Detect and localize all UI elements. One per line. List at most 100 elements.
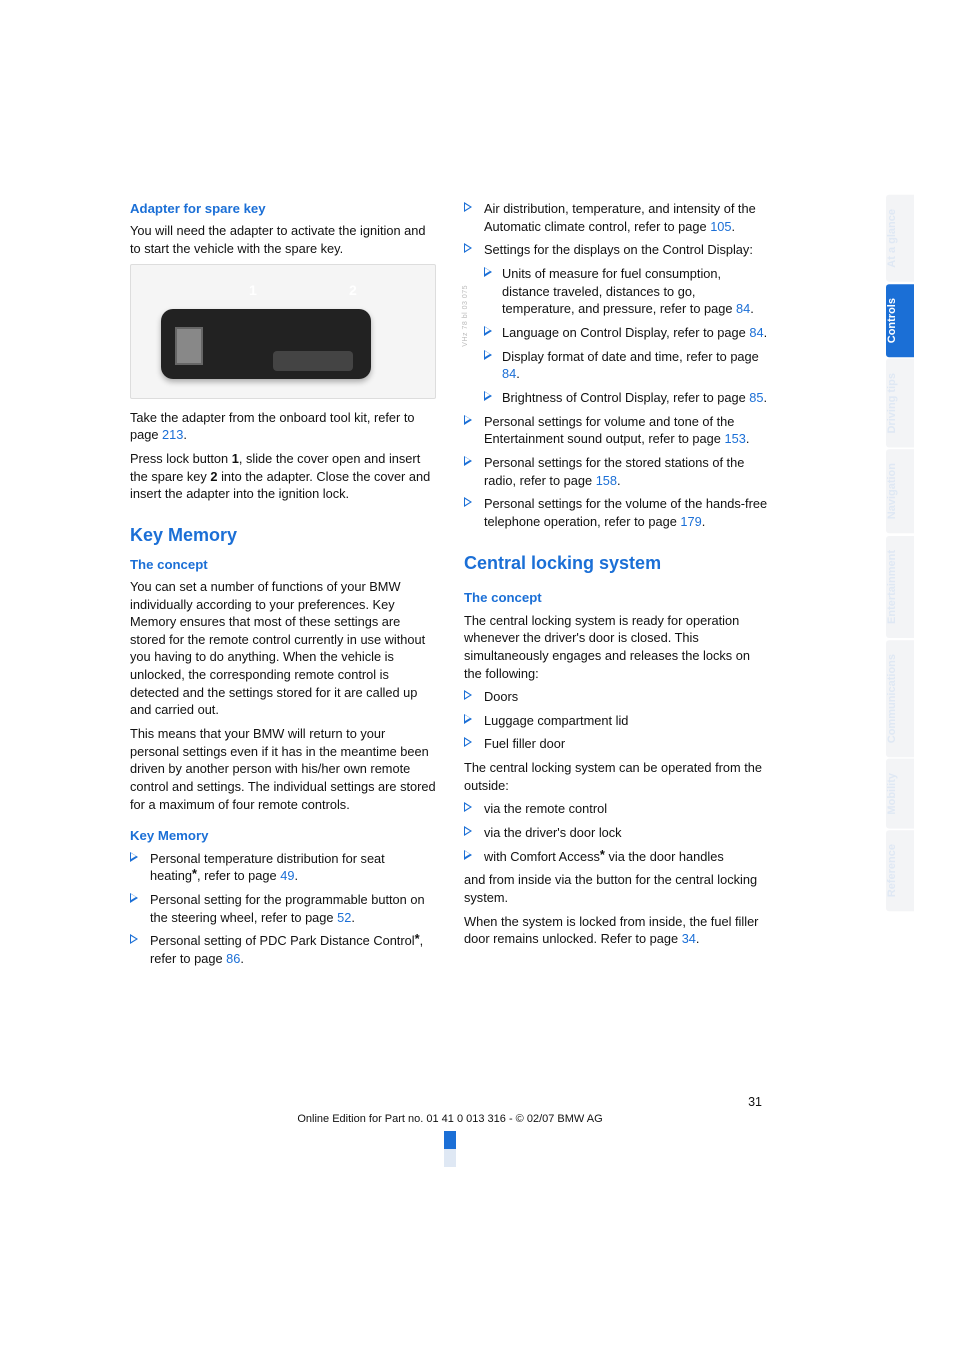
page-footer: 31 Online Edition for Part no. 01 41 0 0…: [130, 1095, 770, 1125]
para-inside: and from inside via the button for the c…: [464, 871, 770, 906]
triangle-icon: [464, 456, 472, 466]
lock-items-list: Doors Luggage compartment lid Fuel fille…: [464, 688, 770, 753]
triangle-icon: [484, 391, 492, 401]
heading-concept-right: The concept: [464, 589, 770, 607]
heading-key-memory: Key Memory: [130, 523, 436, 548]
triangle-icon: [464, 802, 472, 812]
text: .: [183, 427, 187, 442]
nested-list: Units of measure for fuel consumption, d…: [484, 265, 770, 407]
list-item: Personal temperature distribution for se…: [130, 850, 436, 885]
outside-list: via the remote control via the driver's …: [464, 800, 770, 865]
figure-callout-1: 1: [249, 281, 257, 300]
triangle-icon: [464, 497, 472, 507]
left-column: Adapter for spare key You will need the …: [130, 200, 436, 974]
page-link[interactable]: 85: [749, 390, 763, 405]
star-icon: *: [600, 847, 605, 862]
triangle-icon: [484, 267, 492, 277]
triangle-icon: [484, 350, 492, 360]
triangle-icon: [130, 893, 138, 903]
para-concept-1: You can set a number of functions of you…: [130, 578, 436, 719]
bold-number: 1: [232, 451, 239, 466]
text: , refer to page: [197, 868, 280, 883]
list-item: Personal setting for the programmable bu…: [130, 891, 436, 926]
text: .: [617, 473, 621, 488]
para-take-adapter: Take the adapter from the onboard tool k…: [130, 409, 436, 444]
list-item: via the remote control: [464, 800, 770, 818]
heading-key-memory-list: Key Memory: [130, 827, 436, 845]
footer-line: Online Edition for Part no. 01 41 0 013 …: [130, 1113, 770, 1125]
triangle-icon: [464, 737, 472, 747]
continued-key-memory-list: Air distribution, temperature, and inten…: [464, 200, 770, 531]
page-link[interactable]: 84: [736, 301, 750, 316]
para-adapter: You will need the adapter to activate th…: [130, 222, 436, 257]
page-link[interactable]: 34: [682, 931, 696, 946]
para-locked: When the system is locked from inside, t…: [464, 913, 770, 948]
page-link[interactable]: 86: [226, 951, 240, 966]
text: Language on Control Display, refer to pa…: [502, 325, 749, 340]
list-item: Language on Control Display, refer to pa…: [484, 324, 770, 342]
page-link[interactable]: 153: [724, 431, 745, 446]
text: Doors: [484, 689, 518, 704]
text: Display format of date and time, refer t…: [502, 349, 759, 364]
page-link[interactable]: 84: [502, 366, 516, 381]
triangle-icon: [464, 714, 472, 724]
tab-at-a-glance[interactable]: At a glance: [886, 195, 914, 282]
tab-navigation[interactable]: Navigation: [886, 449, 914, 533]
bold-number: 2: [210, 469, 217, 484]
triangle-icon: [464, 415, 472, 425]
triangle-icon: [484, 326, 492, 336]
triangle-icon: [464, 826, 472, 836]
tab-communications[interactable]: Communications: [886, 640, 914, 757]
text: .: [732, 219, 736, 234]
list-item: Units of measure for fuel consumption, d…: [484, 265, 770, 318]
tab-mobility[interactable]: Mobility: [886, 759, 914, 829]
page-link[interactable]: 84: [749, 325, 763, 340]
text: via the remote control: [484, 801, 607, 816]
list-item: Settings for the displays on the Control…: [464, 241, 770, 406]
list-item: Personal setting of PDC Park Distance Co…: [130, 932, 436, 967]
text: Personal setting of PDC Park Distance Co…: [150, 933, 415, 948]
list-item: Brightness of Control Display, refer to …: [484, 389, 770, 407]
para-press-button: Press lock button 1, slide the cover ope…: [130, 450, 436, 503]
list-item: Air distribution, temperature, and inten…: [464, 200, 770, 235]
text: via the driver's door lock: [484, 825, 622, 840]
page-link[interactable]: 49: [280, 868, 294, 883]
footer-tab-icon: [444, 1131, 456, 1167]
triangle-icon: [464, 850, 472, 860]
list-item: Doors: [464, 688, 770, 706]
tab-driving-tips[interactable]: Driving tips: [886, 359, 914, 448]
page-link[interactable]: 158: [596, 473, 617, 488]
text: .: [702, 514, 706, 529]
tab-controls[interactable]: Controls: [886, 284, 914, 357]
text: .: [696, 931, 700, 946]
list-item: Personal settings for the stored station…: [464, 454, 770, 489]
figure-spare-key: VHz 78 bl 03 075 1 2: [130, 264, 436, 399]
list-item: via the driver's door lock: [464, 824, 770, 842]
heading-concept-left: The concept: [130, 556, 436, 574]
text: Press lock button: [130, 451, 232, 466]
figure-callout-2: 2: [349, 281, 357, 300]
triangle-icon: [464, 690, 472, 700]
text: with Comfort Access: [484, 849, 600, 864]
page-link[interactable]: 179: [680, 514, 701, 529]
text: Luggage compartment lid: [484, 713, 628, 728]
list-item: Display format of date and time, refer t…: [484, 348, 770, 383]
text: .: [240, 951, 244, 966]
text: Personal setting for the programmable bu…: [150, 892, 425, 925]
text: .: [764, 390, 768, 405]
list-item: Personal settings for the volume of the …: [464, 495, 770, 530]
list-item: Personal settings for volume and tone of…: [464, 413, 770, 448]
content-area: Adapter for spare key You will need the …: [130, 200, 770, 974]
page-link[interactable]: 213: [162, 427, 183, 442]
heading-central-locking: Central locking system: [464, 551, 770, 576]
text: .: [764, 325, 768, 340]
tab-entertainment[interactable]: Entertainment: [886, 536, 914, 638]
page-link[interactable]: 105: [710, 219, 731, 234]
page-link[interactable]: 52: [337, 910, 351, 925]
tab-reference[interactable]: Reference: [886, 830, 914, 911]
text: When the system is locked from inside, t…: [464, 914, 758, 947]
heading-adapter: Adapter for spare key: [130, 200, 436, 218]
star-icon: *: [415, 931, 420, 946]
text: .: [516, 366, 520, 381]
text: .: [294, 868, 298, 883]
